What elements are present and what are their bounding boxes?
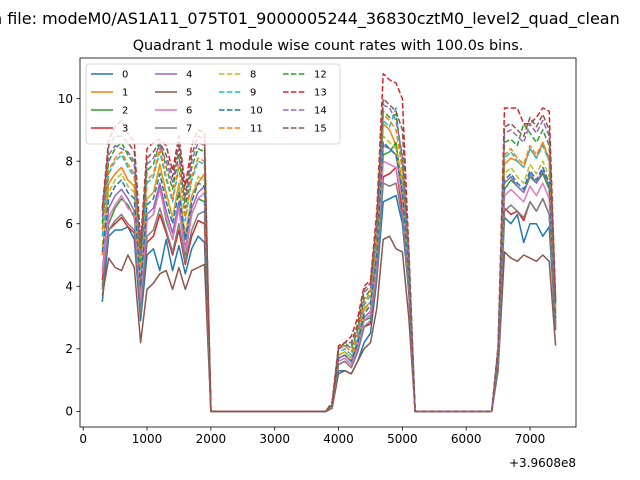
legend-label-4: 4 — [186, 70, 192, 81]
y-tick-label: 2 — [65, 342, 73, 356]
x-tick-label: 7000 — [515, 432, 546, 446]
series-line-15 — [101, 97, 557, 413]
legend-label-12: 12 — [314, 70, 327, 81]
legend-label-8: 8 — [250, 70, 256, 81]
x-tick-label: 1000 — [132, 432, 163, 446]
legend-label-13: 13 — [314, 88, 327, 99]
legend-label-6: 6 — [186, 106, 192, 117]
legend-label-14: 14 — [314, 106, 327, 117]
series-line-4 — [101, 144, 557, 413]
y-tick-label: 10 — [58, 92, 73, 106]
y-tick-label: 4 — [65, 279, 73, 293]
legend-box — [85, 63, 341, 145]
legend-label-0: 0 — [122, 70, 128, 81]
y-tick-label: 8 — [65, 154, 73, 168]
legend-label-3: 3 — [122, 124, 128, 135]
series-line-0 — [101, 194, 557, 413]
x-tick-label: 2000 — [196, 432, 227, 446]
x-tick-label: 6000 — [451, 432, 482, 446]
x-axis: 0 1000 2000 3000 4000 5000 6000 7000 — [79, 427, 545, 446]
y-tick-label: 0 — [65, 405, 73, 419]
legend-label-2: 2 — [122, 106, 128, 117]
x-tick-label: 4000 — [323, 432, 354, 446]
legend-label-7: 7 — [186, 124, 192, 135]
legend-label-11: 11 — [250, 124, 263, 135]
legend-label-1: 1 — [122, 88, 128, 99]
legend-label-15: 15 — [314, 124, 327, 135]
series-line-6 — [101, 160, 557, 413]
series-line-10 — [101, 141, 557, 413]
y-tick-label: 6 — [65, 217, 73, 231]
x-tick-label: 0 — [79, 432, 87, 446]
figure-suptitle: n file: modeM0/AS1A11_075T01_9000005244_… — [0, 9, 620, 29]
legend-label-5: 5 — [186, 88, 192, 99]
x-tick-label: 5000 — [387, 432, 418, 446]
plot-area — [79, 57, 577, 428]
axes-frame — [79, 57, 577, 428]
x-axis-offset-label: +3.9608e8 — [509, 456, 576, 470]
legend-label-10: 10 — [250, 106, 263, 117]
x-tick-label: 3000 — [259, 432, 290, 446]
legend-label-9: 9 — [250, 88, 256, 99]
series-line-1 — [101, 122, 557, 413]
series-line-3 — [101, 166, 557, 413]
chart-title: Quadrant 1 module wise count rates with … — [133, 38, 524, 54]
y-axis: 0 2 4 6 8 10 — [58, 92, 80, 419]
